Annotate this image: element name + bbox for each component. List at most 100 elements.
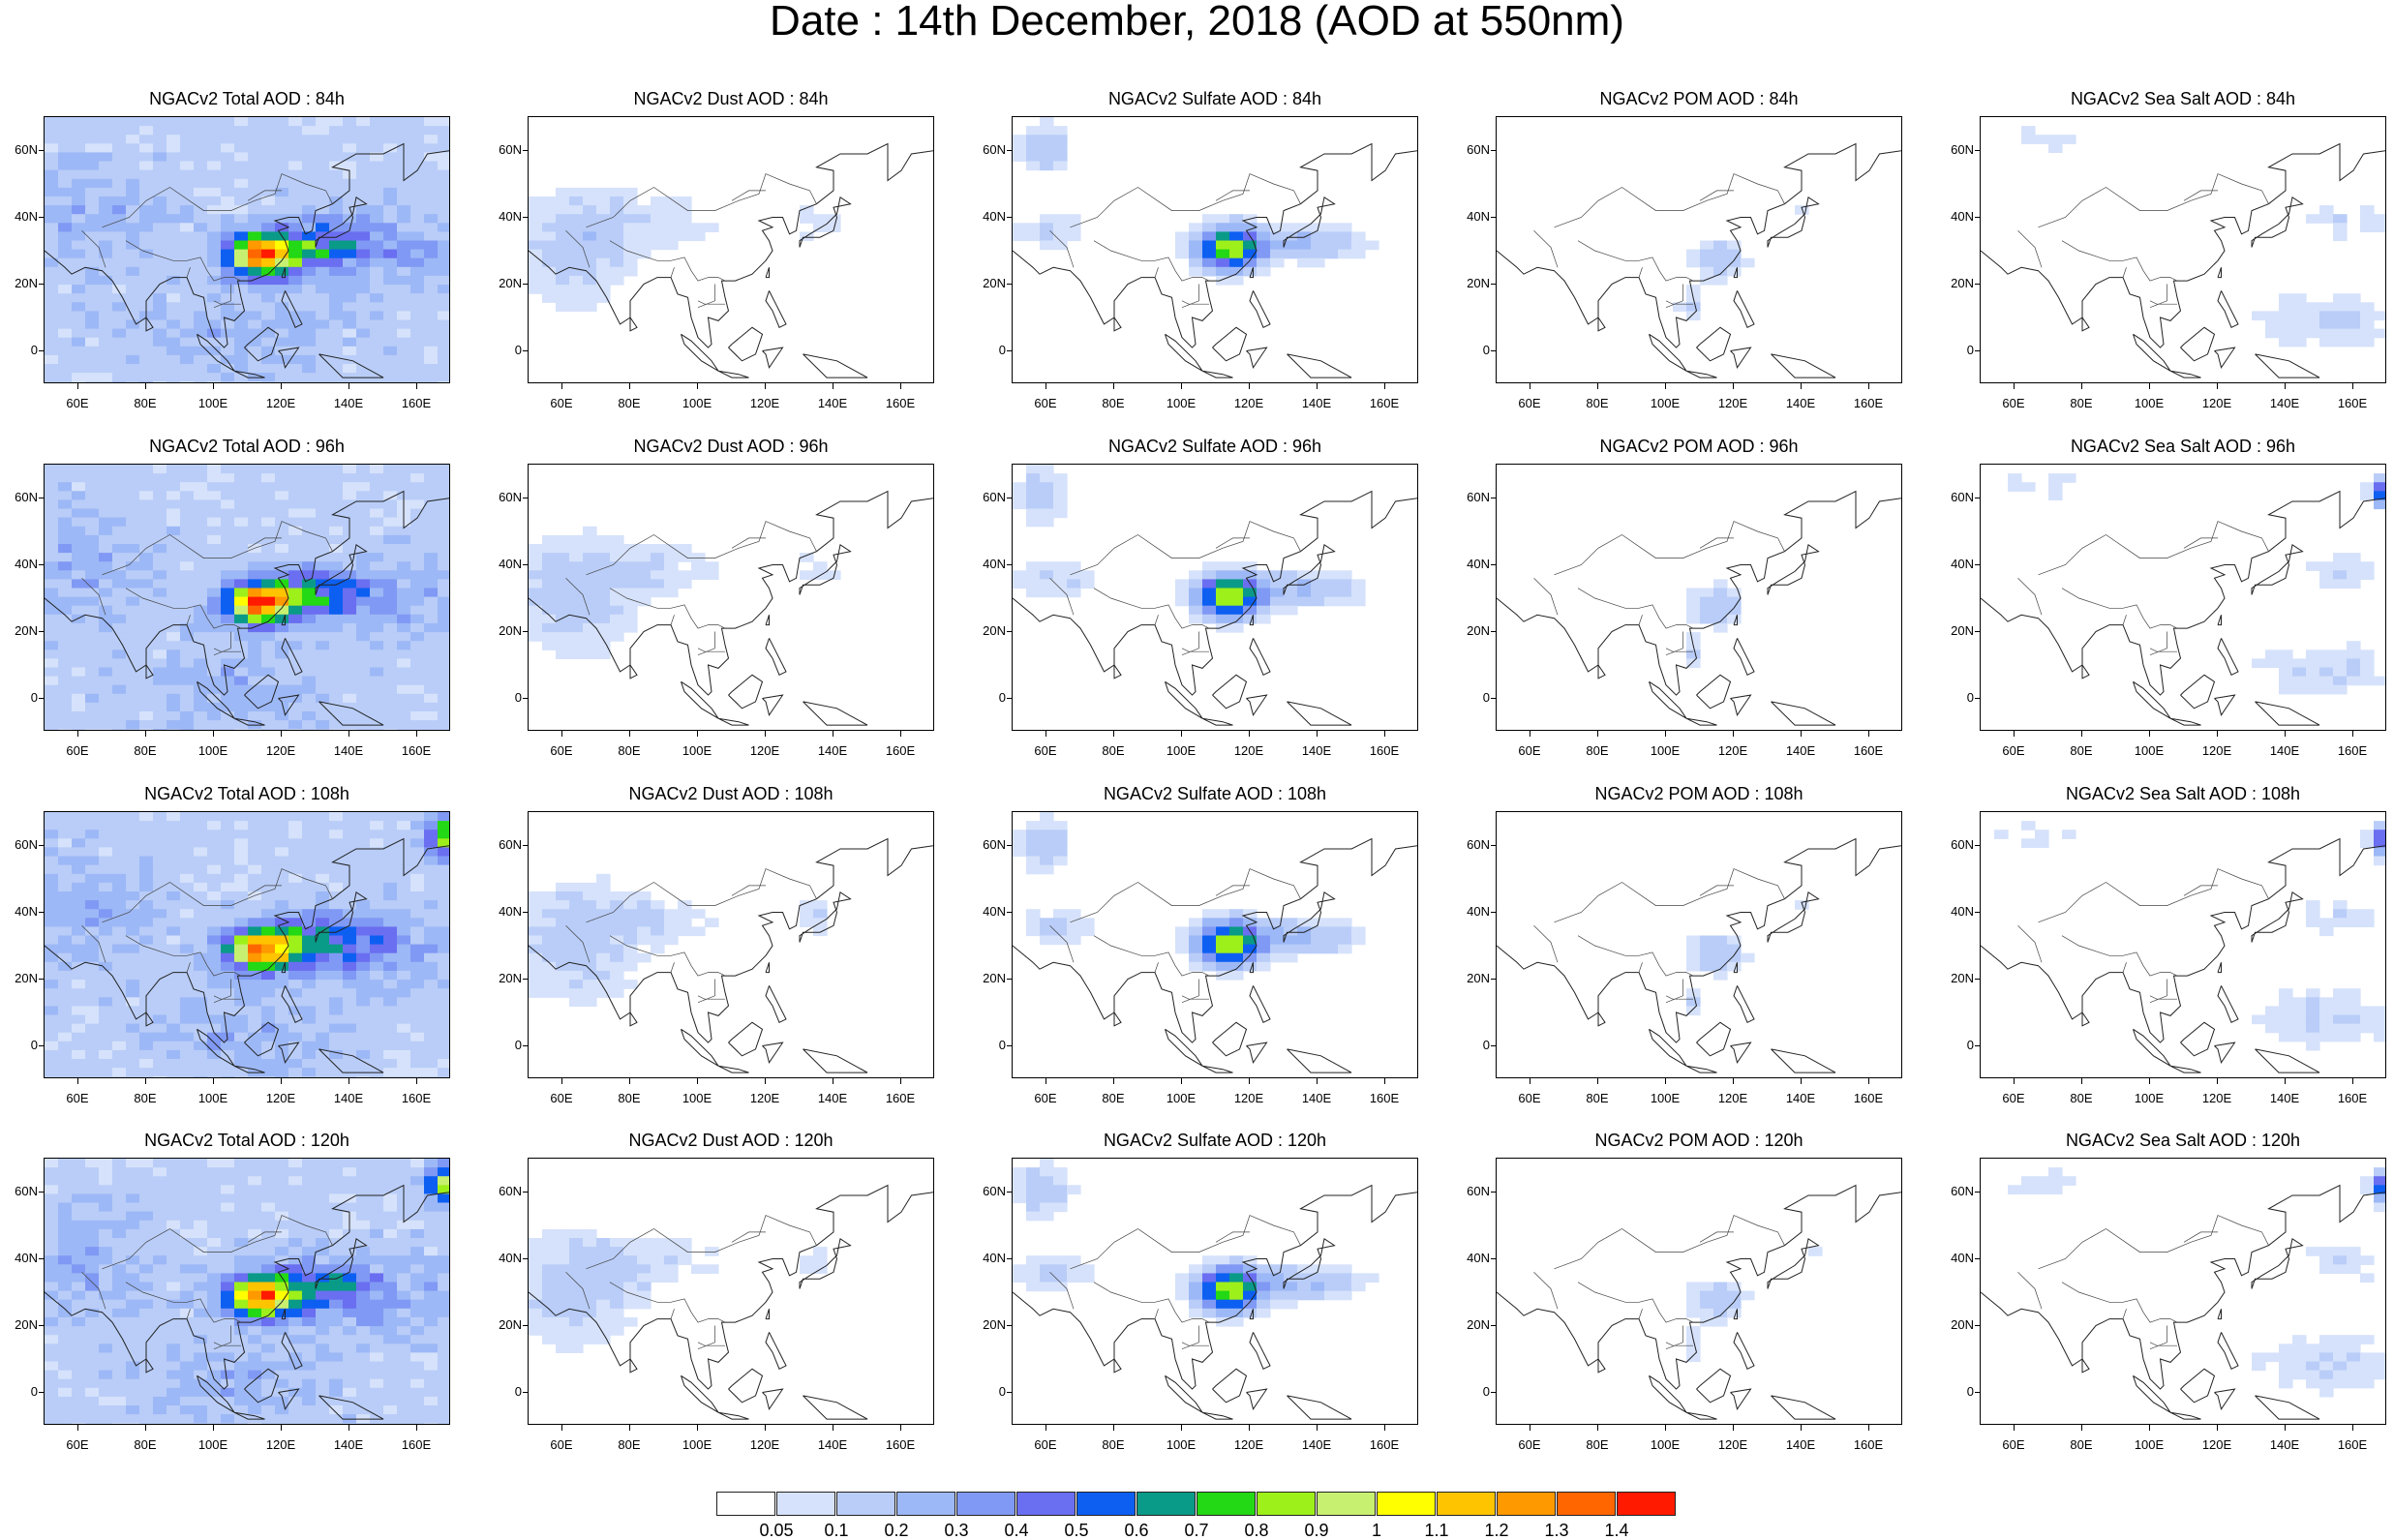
aod-cell [221,909,235,919]
aod-cell [424,597,439,607]
aod-cell [58,329,73,339]
aod-cell [126,1309,140,1318]
aod-cell [248,1015,262,1025]
aod-cell [370,962,384,972]
aod-cell [329,1309,344,1318]
aod-cell [139,162,154,171]
aod-cell [1311,597,1325,607]
aod-cell [343,311,357,320]
lat-tick-label: 60N [3,491,38,504]
aod-cell [99,980,113,989]
aod-cell [302,320,317,330]
aod-cell [45,891,59,901]
aod-cell [383,980,398,989]
aod-cell [45,1221,59,1230]
aod-cell [126,838,140,848]
aod-cell [153,170,167,180]
aod-cell [302,518,317,528]
aod-cell [583,623,597,633]
aod-cell [2319,329,2334,339]
aod-cell [180,729,195,731]
aod-cell [85,711,100,721]
aod-cell [1351,231,1366,241]
aod-cell [288,162,303,171]
aod-cell [112,1050,127,1060]
aod-cell [58,909,73,919]
country-border [1534,230,1559,267]
aod-cell [126,1317,140,1327]
aod-cell [72,668,86,678]
aod-cell [316,320,330,330]
aod-cell [99,117,113,127]
aod-cell [410,364,425,374]
aod-cell [99,499,113,509]
aod-cell [1175,936,1190,946]
coastline [1202,1066,1233,1072]
aod-cell [180,1033,195,1042]
aod-cell [58,703,73,712]
aod-cell [678,231,692,241]
aod-cell [153,1291,167,1301]
aod-cell [1713,623,1728,633]
aod-cell [153,117,167,127]
aod-cell [45,632,59,642]
aod-cell [45,473,59,483]
aod-cell [139,1033,154,1042]
aod-cell [356,918,371,927]
aod-cell [261,1176,276,1186]
aod-cell [302,936,317,946]
aod-cell [383,329,398,339]
aod-cell [180,1283,195,1292]
map-plot-area [1980,811,2386,1078]
aod-cell [45,1193,59,1203]
aod-cell [397,980,411,989]
aod-cell [370,641,384,650]
aod-cell [72,632,86,642]
aod-cell [1189,615,1203,624]
aod-cell [207,1185,222,1194]
aod-cell [610,953,624,963]
aod-cell [58,117,73,127]
aod-cell [194,1255,208,1265]
aod-cell [112,482,127,492]
aod-cell [288,1326,303,1336]
aod-cell [126,329,140,339]
aod-cell [1243,615,1258,624]
aod-cell [248,1283,262,1292]
country-border [1639,615,1643,624]
aod-cell [438,909,450,919]
aod-cell [234,1176,249,1186]
aod-cell [2279,329,2293,339]
aod-cell [302,544,317,554]
aod-cell [2319,1033,2334,1042]
aod-cell [207,188,222,197]
aod-cell [356,997,371,1007]
aod-cell [1216,561,1230,571]
aod-cell [45,329,59,339]
aod-cell [167,285,181,294]
aod-cell [275,962,289,972]
aod-cell [99,685,113,695]
aod-cell [139,1255,154,1265]
aod-cell [2347,553,2361,562]
lat-tick [1975,631,1980,632]
aod-cell [275,865,289,875]
aod-cell [410,338,425,347]
country-border [1639,962,1643,972]
aod-cell [370,205,384,215]
aod-cell [288,821,303,830]
aod-cell [1229,589,1244,598]
aod-cell [261,1264,276,1274]
aod-cell [329,1193,344,1203]
lat-tick-label: 40N [3,210,38,224]
aod-cell [424,926,439,936]
lon-tick [1597,731,1598,737]
aod-cell [623,597,638,607]
aod-cell [112,1193,127,1203]
aod-cell [329,535,344,545]
aod-cell [1229,276,1244,286]
aod-cell [153,553,167,562]
aod-cell [397,473,411,483]
map-plot-area [1980,464,2386,731]
